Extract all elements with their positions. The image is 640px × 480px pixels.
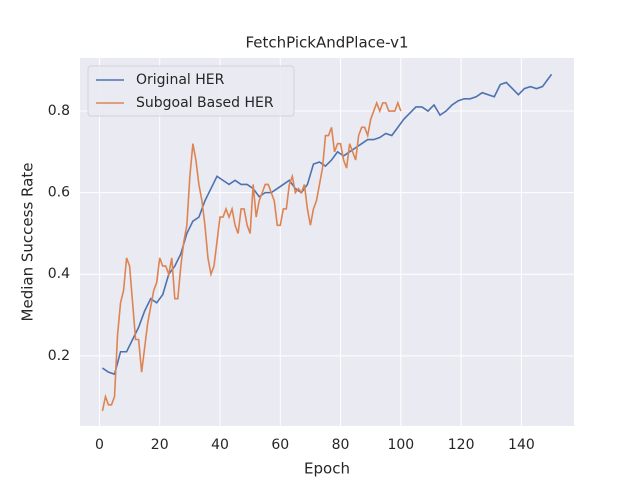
x-tick-label: 40 — [211, 437, 229, 453]
y-axis-label: Median Success Rate — [19, 163, 37, 322]
x-tick-label: 120 — [448, 437, 475, 453]
chart-title: FetchPickAndPlace-v1 — [245, 34, 408, 52]
series-line — [101, 100, 402, 412]
x-tick-label: 100 — [387, 437, 414, 453]
legend-box — [87, 65, 295, 117]
y-tick-label: 0.2 — [48, 348, 70, 364]
series-line — [102, 73, 553, 376]
legend-label: Original HER — [136, 72, 225, 88]
x-axis-label: Epoch — [304, 460, 350, 478]
x-tick-label: 20 — [151, 437, 169, 453]
y-tick-label: 0.4 — [48, 266, 70, 282]
y-tick-label: 0.8 — [48, 103, 70, 119]
plot-area — [80, 58, 574, 426]
x-tick-label: 0 — [95, 437, 104, 453]
x-tick-label: 80 — [332, 437, 350, 453]
legend-label: Subgoal Based HER — [136, 95, 274, 111]
y-tick-label: 0.6 — [48, 185, 70, 201]
x-tick-label: 140 — [508, 437, 535, 453]
x-tick-label: 60 — [271, 437, 289, 453]
